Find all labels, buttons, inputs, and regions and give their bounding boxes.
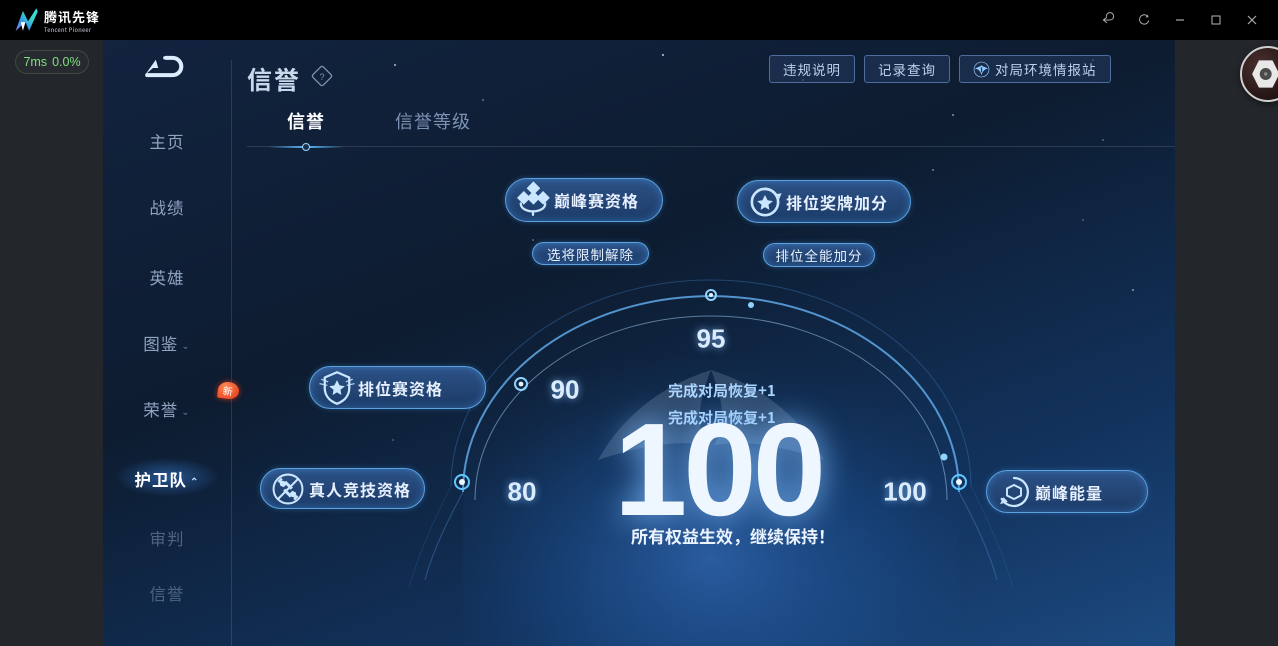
svg-text:?: ? xyxy=(319,72,324,82)
